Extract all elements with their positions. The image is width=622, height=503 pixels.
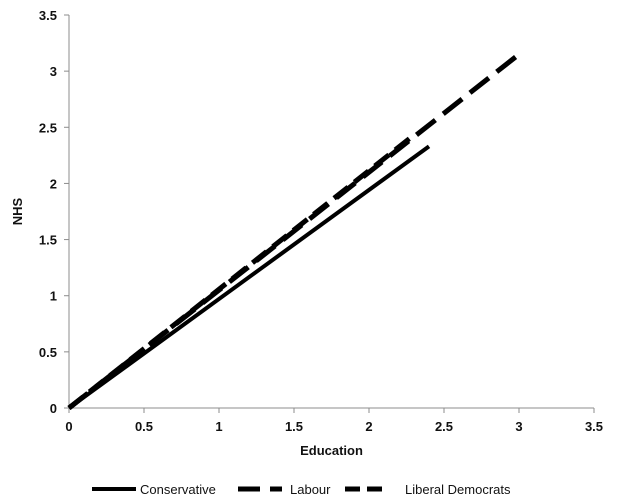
series-line-liberal-democrats [67, 136, 412, 410]
series-lines [67, 52, 521, 410]
y-tick-label: 2 [50, 176, 57, 191]
y-tick-label: 3 [50, 64, 57, 79]
x-axis-ticks: 0 0.5 1 1.5 2 2.5 3 3.5 [65, 408, 603, 434]
legend-label-liberal-democrats: Liberal Democrats [405, 482, 511, 497]
x-tick-label: 0 [65, 419, 72, 434]
y-tick-label: 0.5 [39, 345, 57, 360]
y-tick-label: 1.5 [39, 233, 57, 248]
y-axis-title: NHS [10, 197, 25, 225]
y-tick-label: 2.5 [39, 120, 57, 135]
x-tick-label: 3.5 [585, 419, 603, 434]
x-tick-label: 2.5 [435, 419, 453, 434]
x-tick-label: 3 [515, 419, 522, 434]
x-axis-title: Education [300, 443, 363, 458]
axes [68, 15, 594, 409]
series-line-conservative [67, 144, 431, 410]
x-tick-label: 2 [365, 419, 372, 434]
x-tick-label: 1 [215, 419, 222, 434]
legend: Conservative Labour Liberal Democrats [92, 482, 511, 497]
x-tick-label: 0.5 [135, 419, 153, 434]
y-tick-label: 3.5 [39, 8, 57, 23]
y-tick-label: 0 [50, 401, 57, 416]
legend-label-labour: Labour [290, 482, 331, 497]
legend-label-conservative: Conservative [140, 482, 216, 497]
y-tick-label: 1 [50, 289, 57, 304]
y-axis-ticks: 0 0.5 1 1.5 2 2.5 3 3.5 [39, 8, 69, 416]
x-tick-label: 1.5 [285, 419, 303, 434]
